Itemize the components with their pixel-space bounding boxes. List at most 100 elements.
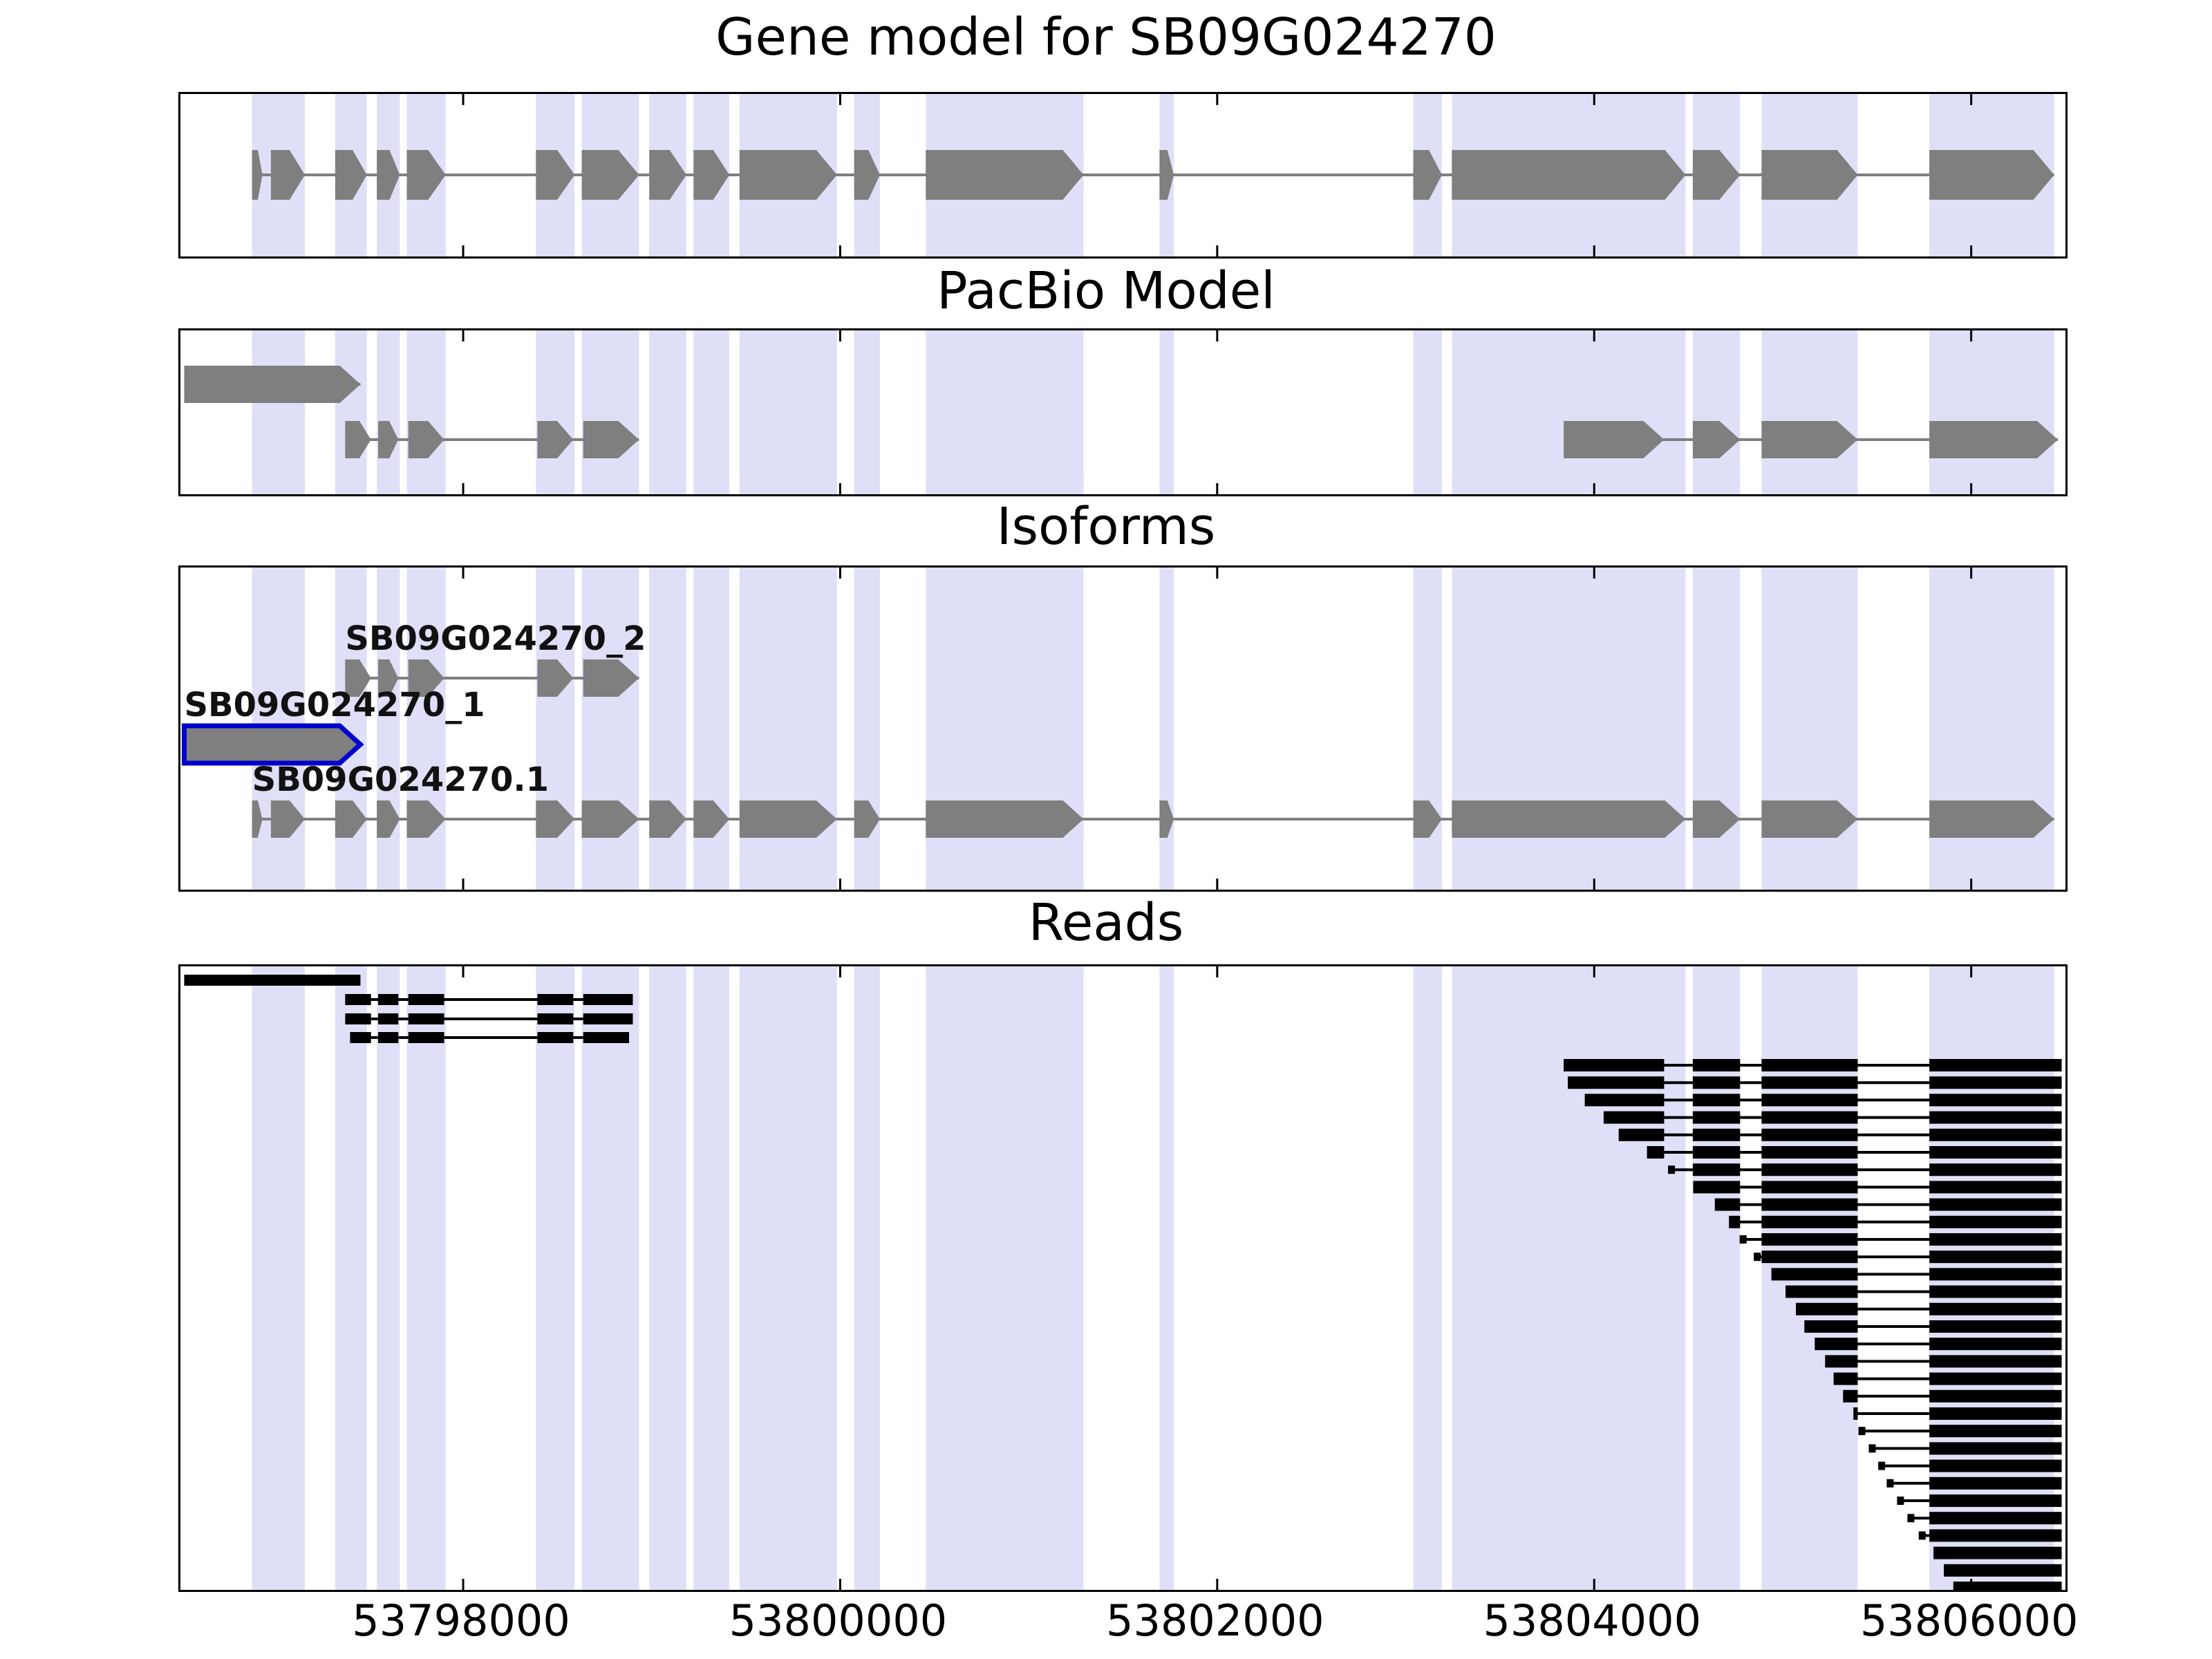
highlight-band [854,966,880,1590]
read-block [583,994,633,1005]
read-block [1714,1198,1741,1211]
read-block [1761,1128,1858,1141]
highlight-band [1413,330,1442,494]
read [1907,1512,2062,1525]
reads-panel [178,964,2068,1592]
highlight-band [406,568,446,890]
highlight-band [649,330,686,494]
read-block [1833,1372,1858,1385]
read-block [1953,1582,2062,1590]
read-block [1929,1425,2062,1438]
read-block [378,1032,399,1043]
exon [537,659,574,697]
read-block [1692,1111,1741,1124]
exon [926,150,1084,200]
exon [581,150,639,200]
exon [1692,150,1741,200]
read-block [583,1032,630,1043]
read-block [1929,1128,2062,1141]
read-block [1761,1198,1858,1211]
read-block [1692,1163,1741,1177]
read-block [1761,1059,1858,1071]
read-block [378,994,399,1005]
exon [739,800,837,838]
highlight-band [335,966,367,1590]
transcript-SB09G024270_1[interactable] [181,723,364,766]
gene-model-plot [252,94,2054,256]
read-block [408,1032,444,1043]
read [1804,1320,2062,1333]
read-block [1584,1094,1665,1107]
highlight-band [581,966,639,1590]
read-block [1761,1250,1858,1264]
read [1739,1233,2062,1246]
exon [184,366,361,403]
read-block [537,1032,574,1043]
reads-plot [184,966,2062,1590]
highlight-band [926,330,1084,494]
read [1618,1128,2062,1141]
read [1568,1076,2062,1089]
exon [252,150,263,200]
read-block [1929,1302,2062,1315]
highlight-band [536,966,575,1590]
read-block [1929,1250,2062,1264]
read-block [1929,1059,2062,1071]
read [1897,1494,2062,1507]
x-tick-label: 53804000 [1483,1595,1702,1646]
read-block [1761,1146,1858,1159]
transcript-pacbio-isoform-c [1564,421,2059,458]
highlight-band [1452,568,1686,890]
read-block [1693,1181,1741,1194]
exon [693,150,730,200]
read [345,994,633,1005]
read [1843,1389,2062,1403]
exon [926,800,1084,838]
highlight-band [335,330,367,494]
transcript-SB09G024270_2[interactable] [345,659,639,697]
read-block [1933,1546,2062,1559]
highlight-band [1761,568,1858,890]
exon [1564,421,1665,458]
highlight-band [581,330,639,494]
read [1886,1477,2062,1490]
pacbio-plot [184,330,2059,494]
x-tick-label: 53800000 [729,1595,948,1646]
read [1853,1407,2062,1420]
read-block [1729,1215,1741,1228]
exon [1452,800,1686,838]
read [1647,1146,2062,1159]
read-block [1853,1407,1858,1420]
read [1878,1459,2062,1472]
read-block [583,1013,633,1024]
exon [1929,150,2054,200]
read-block [408,994,444,1005]
highlight-band [1929,330,2054,494]
read [1693,1181,2062,1194]
read-block [1929,1407,2062,1420]
read-block [1929,1512,2062,1525]
exon [854,150,880,200]
transcript-SB09G024270.1[interactable] [252,800,2054,838]
read-block [345,994,371,1005]
read-block [1929,1233,2062,1246]
exon [649,800,686,838]
exon [1159,800,1174,838]
read-block [1929,1285,2062,1298]
read-block [1761,1163,1858,1177]
highlight-band [926,568,1084,890]
isoforms-plot: SB09G024270_2 SB09G024270_1 SB09G024270.1 [181,568,2054,890]
highlight-band [581,568,639,890]
exon [408,659,444,697]
read [1953,1582,2062,1590]
exon [1761,800,1858,838]
highlight-band [1692,330,1741,494]
read-block [1929,1355,2062,1368]
read-block [184,975,361,986]
read-block [537,1013,574,1024]
exon [693,800,730,838]
exon [1761,150,1858,200]
read-block [1761,1076,1858,1089]
exon [252,800,263,838]
